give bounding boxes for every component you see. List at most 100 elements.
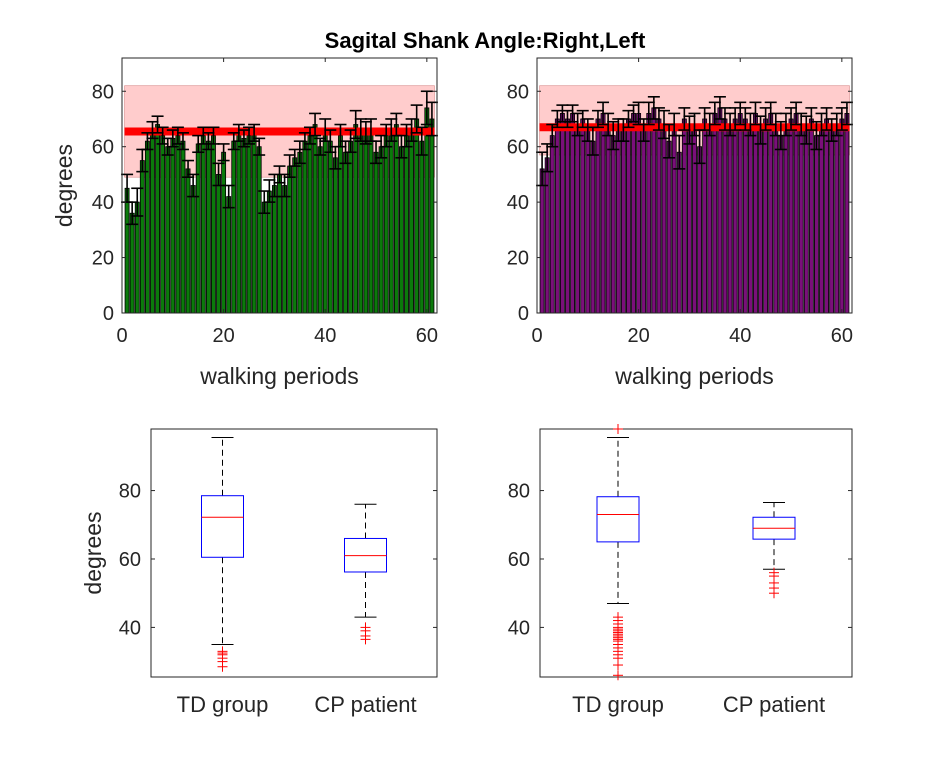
- error-bar-16: [197, 126, 210, 145]
- bar-56: [404, 135, 409, 314]
- bar-51: [378, 146, 384, 314]
- bar-15: [610, 135, 616, 314]
- bar-16: [615, 129, 621, 314]
- error-bar-6: [561, 109, 574, 129]
- error-bar-30: [683, 115, 696, 145]
- y-tick-label-0: 0: [103, 303, 114, 325]
- error-bar-20: [632, 101, 645, 126]
- error-bar-21: [222, 184, 235, 209]
- error-bar-23: [232, 123, 245, 142]
- bar-43: [338, 135, 343, 314]
- y-tick-label-80: 80: [92, 81, 114, 103]
- error-bar-59: [830, 112, 843, 137]
- category-label-1: TD group: [177, 692, 269, 717]
- y-tick-label-80: 80: [508, 481, 530, 503]
- bar-4: [554, 118, 560, 314]
- error-bar-21: [637, 118, 650, 142]
- bar-22: [231, 140, 237, 314]
- error-bar-58: [410, 104, 423, 134]
- bar-19: [216, 174, 221, 314]
- error-bar-8: [156, 126, 169, 145]
- bar-1: [539, 168, 545, 314]
- error-bar-47: [354, 118, 367, 142]
- bar-31: [277, 174, 282, 314]
- box-iqr: [596, 496, 640, 543]
- bar-9: [580, 118, 586, 314]
- bar-56: [819, 124, 824, 314]
- y-tick-label-60: 60: [507, 137, 529, 159]
- category-label-2: CP patient: [314, 692, 416, 717]
- error-bar-38: [724, 112, 737, 137]
- bar-60: [424, 107, 430, 314]
- error-bar-45: [344, 129, 357, 154]
- error-bar-17: [617, 118, 630, 142]
- bar-12: [595, 118, 601, 314]
- bar-25: [246, 135, 252, 314]
- bar-53: [803, 129, 809, 314]
- x-axis-label: walking periods: [199, 363, 359, 389]
- bar-20: [221, 151, 227, 314]
- error-bar-30: [268, 173, 281, 198]
- bar-52: [798, 124, 804, 314]
- error-bar-4: [551, 109, 564, 129]
- error-bar-36: [298, 132, 311, 151]
- bar-21: [226, 196, 232, 314]
- y-tick-label-40: 40: [119, 617, 141, 639]
- error-bar-31: [688, 112, 701, 137]
- bar-8: [575, 124, 581, 314]
- bar-35: [712, 113, 718, 314]
- bar-61: [844, 113, 850, 314]
- left-boxplot: 40 60 80 TD group CP patient: [508, 424, 853, 717]
- bar-38: [727, 124, 733, 314]
- error-bar-2: [126, 201, 139, 226]
- bar-9: [165, 146, 171, 314]
- bar-3: [549, 135, 555, 314]
- y-axis-label: degrees: [80, 511, 106, 594]
- bar-7: [570, 113, 575, 314]
- y-tick-label-20: 20: [92, 248, 114, 270]
- bar-45: [763, 118, 769, 314]
- bar-6: [150, 129, 155, 314]
- y-axis-label: degrees: [51, 144, 77, 227]
- bar-32: [697, 146, 703, 314]
- error-bar-48: [359, 120, 372, 145]
- box-1: [201, 437, 244, 672]
- bar-41: [742, 118, 748, 314]
- error-bar-61: [840, 101, 853, 126]
- error-bar-7: [151, 115, 164, 134]
- error-bar-2: [541, 143, 554, 173]
- bar-28: [676, 151, 682, 314]
- bar-39: [317, 146, 323, 314]
- bar-44: [758, 129, 763, 314]
- category-label-2: CP patient: [723, 692, 825, 717]
- error-bar-50: [785, 107, 798, 131]
- axes-frame: [536, 57, 853, 314]
- error-bar-27: [253, 137, 266, 156]
- bar-54: [393, 124, 399, 314]
- bar-41: [327, 140, 333, 314]
- error-bar-60: [835, 107, 848, 131]
- error-bar-20: [217, 143, 230, 162]
- error-bar-10: [581, 118, 594, 142]
- bar-58: [414, 118, 420, 314]
- y-tick-label-40: 40: [92, 192, 114, 214]
- bar-27: [671, 124, 677, 314]
- error-bar-49: [779, 112, 792, 137]
- error-bar-59: [415, 126, 428, 156]
- error-bar-46: [349, 109, 362, 140]
- bar-40: [737, 113, 743, 314]
- bar-34: [292, 157, 298, 314]
- error-bar-53: [385, 118, 398, 142]
- error-bar-11: [171, 126, 184, 145]
- bar-53: [388, 129, 394, 314]
- figure-title: Sagital Shank Angle:Right,Left: [325, 28, 646, 53]
- bar-47: [358, 129, 364, 314]
- left-walking-bar-chart: 0 20 40 60 0 20 40 60 80 walking periods: [507, 57, 853, 389]
- bar-23: [236, 132, 242, 314]
- x-axis-label: walking periods: [614, 363, 774, 389]
- bar-51: [793, 113, 799, 314]
- x-tick-label-0: 0: [116, 325, 127, 347]
- outlier-0: [613, 670, 623, 681]
- error-bar-47: [769, 112, 782, 137]
